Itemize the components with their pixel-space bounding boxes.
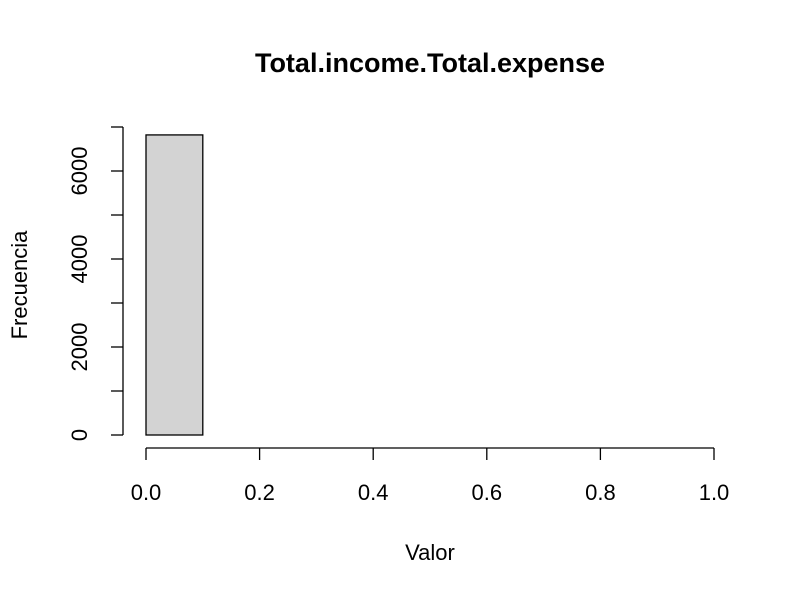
y-tick-label: 4000 [67,235,92,284]
x-tick-label: 0.0 [131,480,162,505]
y-axis: 0 2000 4000 6000 [67,126,124,441]
x-axis-label: Valor [405,540,455,565]
x-tick-label: 0.2 [244,480,275,505]
histogram-bar-0 [145,134,204,436]
y-axis-label: Frecuencia [7,230,32,340]
y-tick-label: 6000 [67,147,92,196]
chart-title: Total.income.Total.expense [255,48,605,78]
x-tick-label: 0.8 [585,480,616,505]
x-tick-label: 0.4 [358,480,389,505]
y-tick-label: 0 [67,429,92,441]
bars-group [145,134,204,436]
x-axis: 0.0 0.2 0.4 0.6 0.8 1.0 [131,447,730,505]
y-tick-label: 2000 [67,323,92,372]
x-tick-label: 1.0 [699,480,730,505]
x-tick-label: 0.6 [472,480,503,505]
